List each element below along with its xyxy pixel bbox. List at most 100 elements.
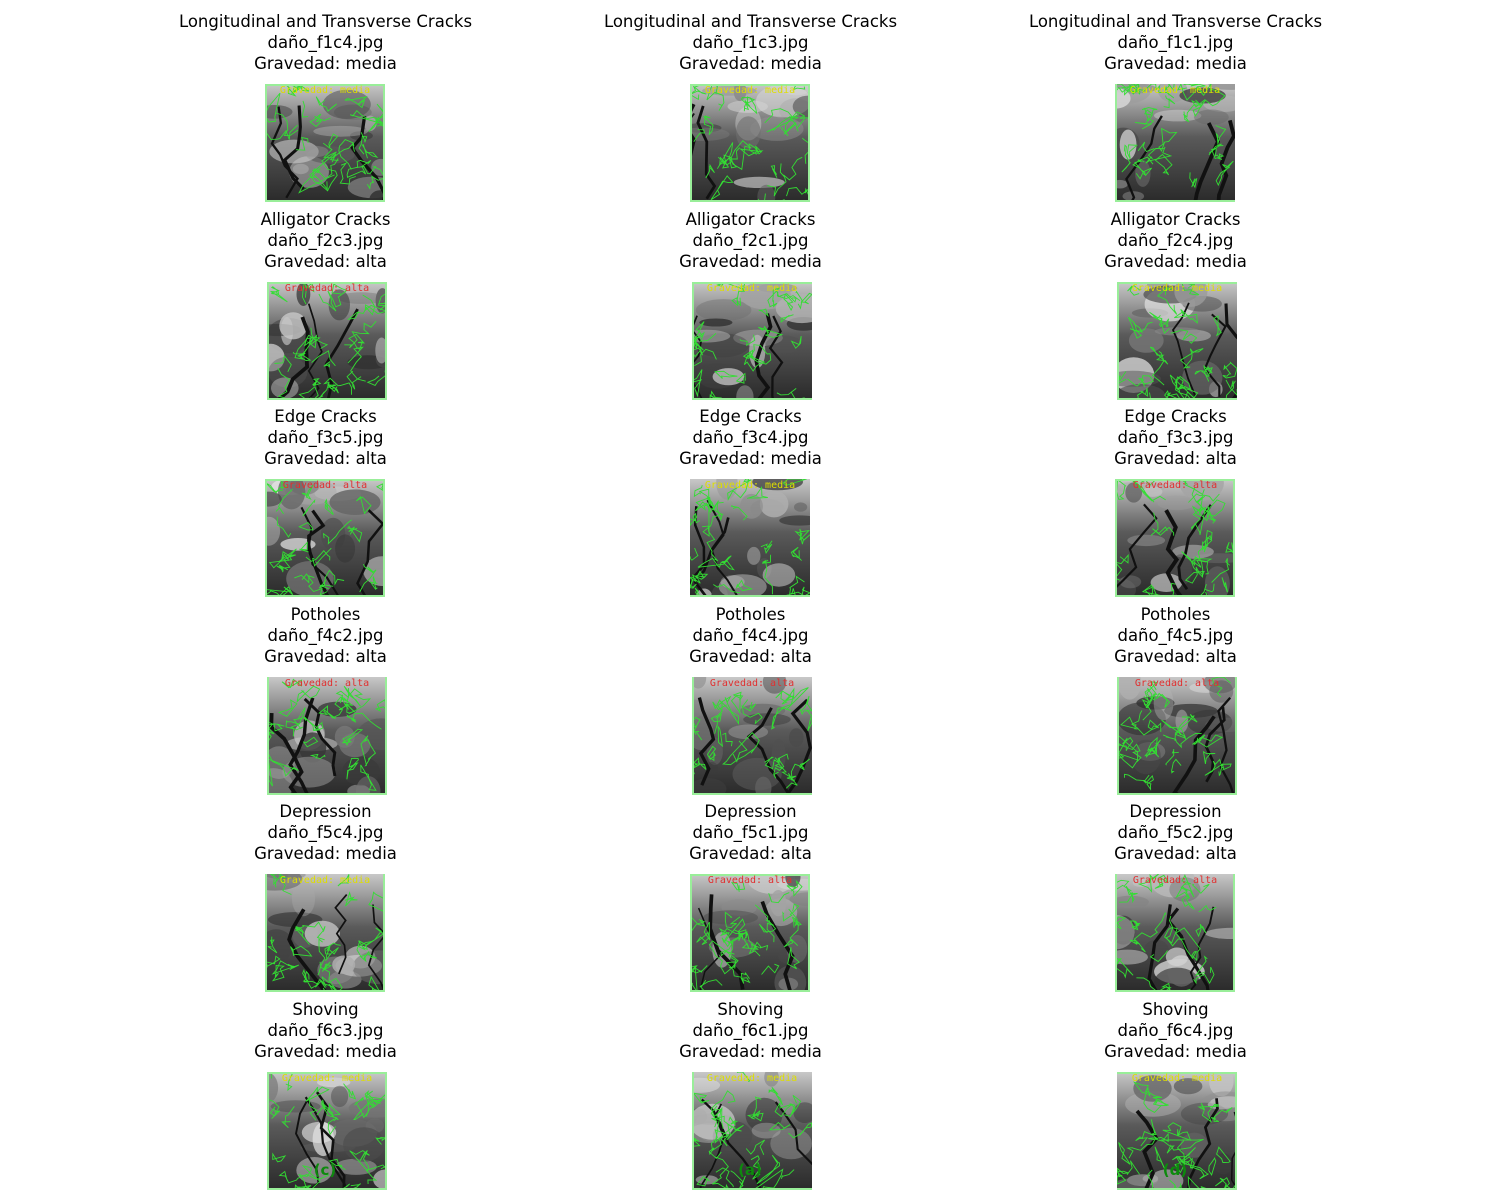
file-name-label: daño_f6c1.jpg — [692, 1020, 809, 1040]
overlay-severity-label: Gravedad: media — [280, 85, 370, 96]
damage-thumbnail: Gravedad: alta — [690, 874, 810, 992]
severity-label: Gravedad: media — [254, 843, 397, 863]
cell-title: Longitudinal and Transverse Cracks daño_f… — [538, 12, 963, 74]
figure-cell: Potholes daño_f4c4.jpg Gravedad: alta Grave… — [538, 605, 963, 802]
figure-cell: Alligator Cracks daño_f2c3.jpg Gravedad: a… — [113, 210, 538, 407]
cell-title: Depression daño_f5c4.jpg Gravedad: media — [113, 802, 538, 864]
severity-label: Gravedad: media — [679, 448, 822, 468]
panel-label: (c) — [313, 1161, 337, 1179]
damage-thumbnail: Gravedad: media — [692, 282, 812, 400]
damage-type-label: Longitudinal and Transverse Cracks — [1028, 12, 1323, 31]
damage-photo: Gravedad: media — [267, 1072, 387, 1190]
damage-thumbnail: Gravedad: media — [690, 479, 810, 597]
damage-type-label: Edge Cracks — [274, 407, 377, 426]
file-name-label: daño_f4c5.jpg — [1117, 625, 1234, 645]
damage-photo: Gravedad: alta — [267, 677, 387, 795]
damage-type-label: Edge Cracks — [699, 407, 802, 426]
cell-title: Depression daño_f5c1.jpg Gravedad: alta — [538, 802, 963, 864]
damage-thumbnail: Gravedad: alta — [1115, 479, 1235, 597]
file-name-label: daño_f5c1.jpg — [692, 822, 809, 842]
figure-cell: Alligator Cracks daño_f2c4.jpg Gravedad: m… — [963, 210, 1388, 407]
file-name-label: daño_f2c4.jpg — [1117, 230, 1234, 250]
figure-cell: Shoving daño_f6c1.jpg Gravedad: media Grave… — [538, 1000, 963, 1197]
cell-title: Shoving daño_f6c1.jpg Gravedad: media — [538, 1000, 963, 1062]
file-name-label: daño_f2c1.jpg — [692, 230, 809, 250]
file-name-label: daño_f3c5.jpg — [267, 427, 384, 447]
damage-photo: Gravedad: media — [692, 282, 812, 400]
overlay-severity-label: Gravedad: media — [1132, 1073, 1222, 1084]
damage-photo: Gravedad: alta — [1115, 479, 1235, 597]
file-name-label: daño_f6c3.jpg — [267, 1020, 384, 1040]
file-name-label: daño_f1c3.jpg — [692, 32, 809, 52]
damage-type-label: Depression — [704, 802, 797, 821]
damage-type-label: Depression — [279, 802, 372, 821]
damage-type-label: Alligator Cracks — [260, 210, 391, 229]
severity-label: Gravedad: media — [254, 1041, 397, 1061]
severity-label: Gravedad: alta — [264, 251, 387, 271]
overlay-severity-label: Gravedad: media — [707, 1073, 797, 1084]
overlay-severity-label: Gravedad: media — [707, 283, 797, 294]
cell-title: Potholes daño_f4c4.jpg Gravedad: alta — [538, 605, 963, 667]
overlay-severity-label: Gravedad: alta — [710, 678, 794, 689]
damage-photo: Gravedad: alta — [1117, 677, 1237, 795]
damage-thumbnail: Gravedad: alta — [1115, 874, 1235, 992]
damage-photo: Gravedad: media — [265, 84, 385, 202]
damage-thumbnail: Gravedad: media — [265, 874, 385, 992]
file-name-label: daño_f2c3.jpg — [267, 230, 384, 250]
figure-cell: Longitudinal and Transverse Cracks daño_f… — [113, 12, 538, 209]
overlay-severity-label: Gravedad: alta — [285, 283, 369, 294]
overlay-severity-label: Gravedad: alta — [1133, 875, 1217, 886]
file-name-label: daño_f1c4.jpg — [267, 32, 384, 52]
damage-photo: Gravedad: media — [690, 84, 810, 202]
overlay-severity-label: Gravedad: alta — [283, 480, 367, 491]
overlay-severity-label: Gravedad: alta — [1135, 678, 1219, 689]
damage-thumbnail: Gravedad: alta — [265, 479, 385, 597]
cell-title: Alligator Cracks daño_f2c1.jpg Gravedad: m… — [538, 210, 963, 272]
severity-label: Gravedad: alta — [264, 646, 387, 666]
damage-type-label: Potholes — [715, 605, 786, 624]
overlay-severity-label: Gravedad: alta — [708, 875, 792, 886]
damage-photo: Gravedad: alta — [265, 479, 385, 597]
cell-title: Depression daño_f5c2.jpg Gravedad: alta — [963, 802, 1388, 864]
severity-label: Gravedad: alta — [1114, 448, 1237, 468]
damage-thumbnail: Gravedad: media — [265, 84, 385, 202]
damage-photo: Gravedad: alta — [1115, 874, 1235, 992]
cell-title: Longitudinal and Transverse Cracks daño_f… — [113, 12, 538, 74]
figure-cell: Shoving daño_f6c3.jpg Gravedad: media Grave… — [113, 1000, 538, 1197]
severity-label: Gravedad: media — [679, 53, 822, 73]
damage-thumbnail: Gravedad: media — [1117, 1072, 1237, 1190]
file-name-label: daño_f5c2.jpg — [1117, 822, 1234, 842]
damage-photo: Gravedad: media — [1117, 282, 1237, 400]
cell-title: Shoving daño_f6c4.jpg Gravedad: media — [963, 1000, 1388, 1062]
damage-type-label: Alligator Cracks — [1110, 210, 1241, 229]
damage-thumbnail: Gravedad: media — [1115, 84, 1235, 202]
severity-label: Gravedad: alta — [1114, 843, 1237, 863]
file-name-label: daño_f1c1.jpg — [1117, 32, 1234, 52]
overlay-severity-label: Gravedad: media — [705, 480, 795, 491]
overlay-severity-label: Gravedad: alta — [1133, 480, 1217, 491]
overlay-severity-label: Gravedad: media — [1132, 283, 1222, 294]
figure-cell: Alligator Cracks daño_f2c1.jpg Gravedad: m… — [538, 210, 963, 407]
cell-title: Alligator Cracks daño_f2c4.jpg Gravedad: m… — [963, 210, 1388, 272]
cell-title: Edge Cracks daño_f3c4.jpg Gravedad: media — [538, 407, 963, 469]
damage-type-label: Longitudinal and Transverse Cracks — [603, 12, 898, 31]
figure-cell: Edge Cracks daño_f3c3.jpg Gravedad: alta Gr… — [963, 407, 1388, 604]
severity-label: Gravedad: media — [254, 53, 397, 73]
severity-label: Gravedad: alta — [264, 448, 387, 468]
cell-title: Potholes daño_f4c5.jpg Gravedad: alta — [963, 605, 1388, 667]
figure-cell: Potholes daño_f4c5.jpg Gravedad: alta Grave… — [963, 605, 1388, 802]
cell-title: Potholes daño_f4c2.jpg Gravedad: alta — [113, 605, 538, 667]
cell-title: Alligator Cracks daño_f2c3.jpg Gravedad: a… — [113, 210, 538, 272]
figure-cell: Longitudinal and Transverse Cracks daño_f… — [538, 12, 963, 209]
cell-title: Shoving daño_f6c3.jpg Gravedad: media — [113, 1000, 538, 1062]
damage-thumbnail: Gravedad: media — [1117, 282, 1237, 400]
file-name-label: daño_f4c4.jpg — [692, 625, 809, 645]
severity-label: Gravedad: alta — [689, 843, 812, 863]
damage-thumbnail: Gravedad: media — [690, 84, 810, 202]
damage-thumbnail: Gravedad: media — [267, 1072, 387, 1190]
panel-label: (a) — [738, 1161, 762, 1179]
overlay-severity-label: Gravedad: media — [1130, 85, 1220, 96]
file-name-label: daño_f3c3.jpg — [1117, 427, 1234, 447]
cell-title: Longitudinal and Transverse Cracks daño_f… — [963, 12, 1388, 74]
overlay-severity-label: Gravedad: media — [705, 85, 795, 96]
